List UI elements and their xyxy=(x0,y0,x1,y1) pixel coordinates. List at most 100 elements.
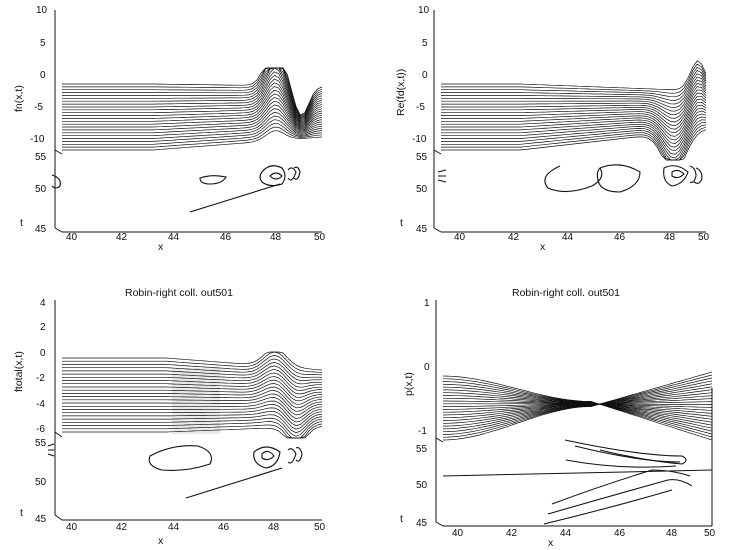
x-tick: 48 xyxy=(666,528,678,539)
panel-fn: 10 5 0 -5 -10 55 50 45 40 42 44 46 48 50… xyxy=(13,5,326,253)
t-tick: 45 xyxy=(416,224,428,235)
surface-wireframe xyxy=(62,67,323,151)
surface-line xyxy=(62,426,323,439)
z-tick: -4 xyxy=(36,399,45,410)
x-tick: 44 xyxy=(560,528,572,539)
surface-line xyxy=(62,376,323,395)
surface-line xyxy=(62,417,323,437)
x-axis-label: x xyxy=(158,241,164,253)
z-tick: -10 xyxy=(30,134,45,145)
surface-line xyxy=(62,404,323,423)
surface-line xyxy=(62,108,323,134)
surface-line xyxy=(441,86,707,119)
z-tick: -5 xyxy=(416,102,425,113)
contour-lines xyxy=(437,164,703,193)
axes-frame xyxy=(54,10,322,233)
x-tick: 40 xyxy=(452,528,464,539)
t-tick: 45 xyxy=(35,224,47,235)
x-tick: 42 xyxy=(508,232,520,243)
surface-line xyxy=(62,100,323,131)
chart-title: Robin-right coll. out501 xyxy=(512,287,620,299)
x-tick: 50 xyxy=(698,232,710,243)
contour-lines xyxy=(47,443,303,499)
surface-line xyxy=(62,93,323,129)
surface-wireframe xyxy=(62,351,323,439)
surface-line xyxy=(62,423,323,439)
surface-line xyxy=(62,82,323,126)
x-tick: 44 xyxy=(562,232,574,243)
z-tick: 1 xyxy=(424,298,430,309)
x-tick: 48 xyxy=(268,522,280,533)
surface-line xyxy=(441,63,707,94)
surface-line xyxy=(62,365,323,385)
surface-line xyxy=(62,383,323,402)
x-tick: 46 xyxy=(614,232,626,243)
x-tick: 44 xyxy=(168,522,180,533)
surface-line xyxy=(441,122,707,161)
z-tick: 0 xyxy=(40,348,46,359)
t-tick: 45 xyxy=(416,518,428,529)
panel-ftotal: Robin-right coll. out501 4 2 0 -2 -4 -6 xyxy=(13,287,326,547)
surface-line xyxy=(62,369,322,388)
axes-frame xyxy=(435,300,713,527)
surface-line xyxy=(441,82,707,116)
z-tick: 0 xyxy=(424,362,430,373)
surface-line xyxy=(62,407,323,426)
x-tick: 40 xyxy=(454,232,466,243)
surface-line xyxy=(441,110,707,148)
t-tick: 50 xyxy=(35,477,47,488)
x-tick: 48 xyxy=(270,232,282,243)
x-tick: 40 xyxy=(66,232,78,243)
surface-line xyxy=(62,130,323,151)
surface-line xyxy=(62,111,323,137)
surface-line xyxy=(441,104,707,141)
axes-frame xyxy=(433,10,706,233)
surface-line xyxy=(62,67,323,122)
z-tick: -6 xyxy=(36,424,45,435)
surface-line xyxy=(62,358,323,378)
surface-line xyxy=(62,390,323,409)
z-tick: -5 xyxy=(34,102,43,113)
surface-line xyxy=(62,414,323,434)
surface-line xyxy=(441,76,707,108)
surface-line xyxy=(62,97,323,130)
t-tick: 50 xyxy=(416,184,428,195)
z-tick: 4 xyxy=(40,298,46,309)
surface-line xyxy=(441,98,707,134)
x-axis-label: x xyxy=(158,535,164,547)
surface-line xyxy=(62,421,323,439)
surface-line xyxy=(441,124,707,161)
x-tick: 40 xyxy=(66,522,78,533)
surface-line xyxy=(62,400,323,419)
x-tick: 42 xyxy=(116,522,128,533)
t-tick: 55 xyxy=(35,152,47,163)
t-tick: 50 xyxy=(416,480,428,491)
x-tick: 48 xyxy=(664,232,676,243)
surface-line xyxy=(62,379,323,398)
surface-line xyxy=(441,119,707,159)
surface-line xyxy=(441,95,707,130)
x-tick: 42 xyxy=(116,232,128,243)
surface-line xyxy=(62,351,323,373)
axes-frame xyxy=(54,300,322,521)
z-axis-label: p(x,t) xyxy=(403,372,415,396)
z-tick: -10 xyxy=(412,134,427,145)
surface-line xyxy=(441,73,707,105)
surface-line xyxy=(62,74,323,124)
surface-line xyxy=(441,89,707,123)
t-axis-label: t xyxy=(20,507,23,519)
surface-line xyxy=(62,122,323,145)
surface-wireframe xyxy=(441,60,707,161)
surface-line xyxy=(62,67,323,121)
surface-line xyxy=(441,116,707,155)
surface-line xyxy=(441,101,707,137)
t-tick: 55 xyxy=(416,152,428,163)
surface-line xyxy=(62,351,323,371)
t-tick: 55 xyxy=(416,444,428,455)
z-tick: 0 xyxy=(422,70,428,81)
surface-line xyxy=(441,70,707,101)
panel-p: Robin-right coll. out501 1 0 -1 55 50 45 xyxy=(400,287,716,549)
x-tick: 44 xyxy=(168,232,180,243)
t-axis-label: t xyxy=(400,217,403,229)
